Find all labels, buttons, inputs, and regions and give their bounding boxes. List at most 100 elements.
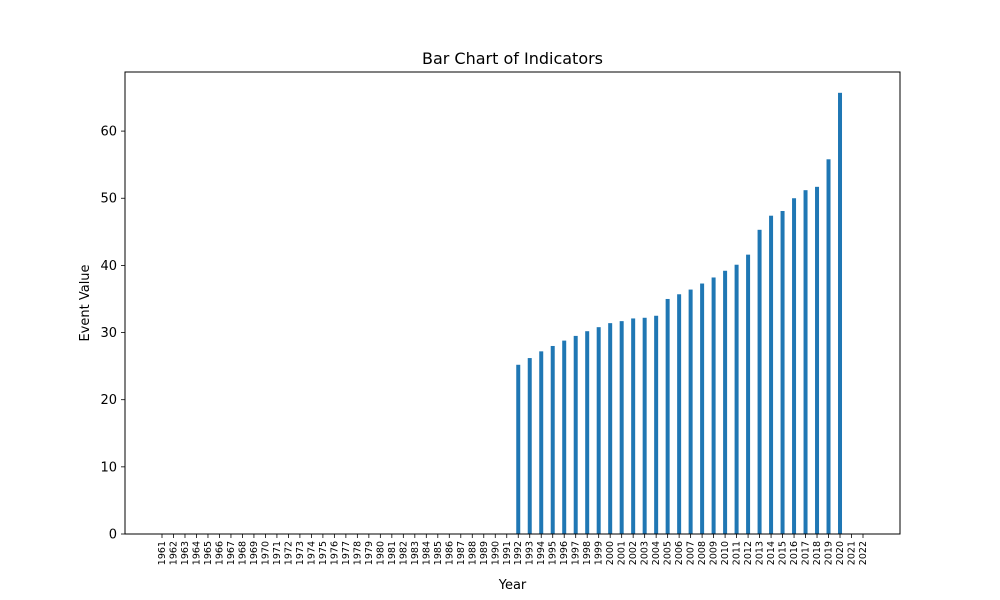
x-tick-label: 1985 bbox=[433, 541, 444, 565]
x-tick-label: 1963 bbox=[180, 541, 191, 565]
y-tick-label: 10 bbox=[100, 460, 117, 475]
x-tick-label: 1993 bbox=[525, 541, 536, 565]
x-tick-label: 1994 bbox=[536, 541, 547, 565]
x-tick-label: 1971 bbox=[272, 541, 283, 565]
x-tick-label: 1977 bbox=[341, 541, 352, 565]
x-tick-label: 1968 bbox=[237, 541, 248, 565]
bar-2014 bbox=[769, 215, 774, 534]
x-tick-label: 2016 bbox=[789, 541, 800, 565]
x-tick-label: 1987 bbox=[456, 541, 467, 565]
y-tick-label: 0 bbox=[109, 528, 117, 543]
x-tick-label: 1970 bbox=[260, 541, 271, 565]
x-tick-label: 1974 bbox=[306, 541, 317, 565]
bar-2012 bbox=[746, 254, 751, 534]
x-axis-label: Year bbox=[498, 578, 527, 593]
x-tick-label: 2002 bbox=[628, 541, 639, 565]
x-tick-label: 2004 bbox=[651, 541, 662, 565]
bar-1995 bbox=[550, 345, 555, 534]
bar-1996 bbox=[562, 340, 567, 534]
bar-1993 bbox=[527, 358, 532, 534]
y-axis-label: Event Value bbox=[78, 264, 93, 341]
x-tick-label: 2012 bbox=[743, 541, 754, 565]
bar-2015 bbox=[780, 211, 785, 534]
x-tick-label: 1966 bbox=[214, 541, 225, 565]
x-tick-label: 1999 bbox=[594, 541, 605, 565]
bar-1998 bbox=[585, 331, 590, 534]
y-tick-label: 50 bbox=[100, 192, 117, 207]
x-tick-label: 1992 bbox=[513, 541, 524, 565]
x-tick-label: 1976 bbox=[329, 541, 340, 565]
bar-1992 bbox=[516, 364, 521, 534]
x-tick-label: 2007 bbox=[686, 541, 697, 565]
x-tick-label: 1975 bbox=[318, 541, 329, 565]
x-tick-label: 1973 bbox=[295, 541, 306, 565]
y-tick-label: 60 bbox=[100, 125, 117, 140]
bar-2019 bbox=[826, 159, 831, 534]
x-tick-label: 1967 bbox=[226, 541, 237, 565]
x-tick-label: 2013 bbox=[755, 541, 766, 565]
x-tick-label: 1997 bbox=[571, 541, 582, 565]
x-tick-label: 2000 bbox=[605, 541, 616, 565]
x-tick-label: 2021 bbox=[847, 541, 858, 565]
bar-1999 bbox=[596, 327, 601, 534]
y-tick-label: 40 bbox=[100, 259, 117, 274]
x-tick-label: 1964 bbox=[191, 541, 202, 565]
x-tick-label: 2006 bbox=[674, 541, 685, 565]
x-tick-label: 1989 bbox=[479, 541, 490, 565]
bar-2001 bbox=[619, 321, 624, 534]
x-tick-label: 1991 bbox=[502, 541, 513, 565]
x-tick-label: 1988 bbox=[467, 541, 478, 565]
x-tick-label: 1984 bbox=[421, 541, 432, 565]
bar-2002 bbox=[631, 318, 636, 534]
x-tick-label: 2003 bbox=[640, 541, 651, 565]
x-tick-label: 2014 bbox=[766, 541, 777, 565]
bar-2007 bbox=[688, 289, 693, 534]
bar-2000 bbox=[608, 323, 613, 534]
x-tick-label: 1983 bbox=[410, 541, 421, 565]
bar-1994 bbox=[539, 351, 544, 534]
bar-2005 bbox=[665, 298, 670, 534]
bar-2016 bbox=[792, 198, 797, 534]
bar-2020 bbox=[838, 92, 843, 534]
bar-2018 bbox=[815, 186, 820, 534]
bars-group bbox=[516, 92, 843, 535]
x-tick-label: 1962 bbox=[168, 541, 179, 565]
bar-2017 bbox=[803, 190, 808, 535]
x-tick-label: 1986 bbox=[444, 541, 455, 565]
x-tick-label: 2008 bbox=[697, 541, 708, 565]
x-axis-ticks: 1961 1962 1963 1964 1965 1966 1967 1968 1969 1970… bbox=[157, 534, 869, 565]
y-tick-label: 20 bbox=[100, 393, 117, 408]
x-tick-label: 2022 bbox=[858, 541, 869, 565]
x-tick-label: 1981 bbox=[387, 541, 398, 565]
bar-2011 bbox=[734, 264, 739, 534]
x-tick-label: 2019 bbox=[824, 541, 835, 565]
bar-2010 bbox=[723, 270, 728, 534]
x-tick-label: 1969 bbox=[249, 541, 260, 565]
x-tick-label: 2018 bbox=[812, 541, 823, 565]
chart-title: Bar Chart of Indicators bbox=[422, 49, 603, 68]
y-axis-ticks: 0 10 20 30 40 50 60 bbox=[100, 125, 125, 543]
bar-2013 bbox=[757, 229, 762, 534]
x-tick-label: 2017 bbox=[801, 541, 812, 565]
x-tick-label: 2020 bbox=[835, 541, 846, 565]
x-tick-label: 1972 bbox=[283, 541, 294, 565]
x-tick-label: 1982 bbox=[398, 541, 409, 565]
bar-2003 bbox=[642, 317, 647, 534]
x-tick-label: 2009 bbox=[709, 541, 720, 565]
bar-2004 bbox=[654, 315, 659, 534]
x-tick-label: 2015 bbox=[778, 541, 789, 565]
x-tick-label: 2010 bbox=[720, 541, 731, 565]
x-tick-label: 1979 bbox=[364, 541, 375, 565]
x-tick-label: 1965 bbox=[203, 541, 214, 565]
x-tick-label: 2011 bbox=[732, 541, 743, 565]
x-tick-label: 1978 bbox=[352, 541, 363, 565]
x-tick-label: 1990 bbox=[490, 541, 501, 565]
bar-1997 bbox=[573, 335, 578, 534]
x-tick-label: 2005 bbox=[663, 541, 674, 565]
bar-2008 bbox=[700, 283, 705, 534]
x-tick-label: 1998 bbox=[582, 541, 593, 565]
x-tick-label: 2001 bbox=[617, 541, 628, 565]
x-tick-label: 1996 bbox=[559, 541, 570, 565]
bar-2009 bbox=[711, 277, 716, 534]
